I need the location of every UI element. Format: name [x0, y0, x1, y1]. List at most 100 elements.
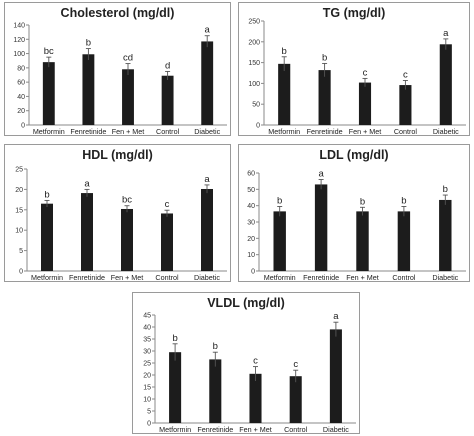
- bar: [397, 211, 411, 271]
- y-tick-label: 10: [15, 228, 23, 235]
- significance-label: b: [401, 195, 406, 206]
- bar: [161, 213, 173, 271]
- x-tick-label: Control: [392, 273, 416, 282]
- y-tick-label: 45: [143, 313, 151, 320]
- bar: [81, 193, 93, 271]
- y-tick-label: 10: [247, 252, 255, 259]
- significance-label: c: [293, 359, 298, 370]
- x-tick-label: Fen + Met: [346, 273, 379, 282]
- y-tick-label: 20: [17, 108, 25, 115]
- bar: [169, 352, 182, 423]
- bar: [209, 359, 222, 423]
- y-tick-label: 60: [17, 80, 25, 87]
- y-tick-label: 0: [256, 123, 260, 130]
- significance-label: b: [443, 184, 448, 195]
- significance-label: bc: [122, 195, 132, 206]
- significance-label: b: [277, 195, 282, 206]
- tg-bar-chart: 0 50 100 150 200 250 b Metformin b Fenretinide c Fe…: [248, 19, 466, 136]
- y-tick-label: 0: [21, 123, 25, 130]
- x-tick-label: Metformin: [264, 273, 296, 282]
- y-tick-label: 15: [143, 385, 151, 392]
- bar: [273, 211, 286, 271]
- bar: [201, 188, 213, 271]
- y-tick-label: 20: [15, 187, 23, 194]
- x-tick-label: Fenretinide: [303, 273, 339, 282]
- bar: [41, 203, 53, 271]
- y-tick-label: 0: [147, 421, 151, 428]
- bar: [121, 208, 133, 271]
- bar: [249, 373, 262, 423]
- x-tick-label: Diabetic: [323, 425, 349, 434]
- x-tick-label: Metformin: [33, 127, 65, 136]
- significance-label: a: [204, 174, 210, 185]
- x-tick-label: Metformin: [31, 273, 63, 282]
- y-tick-label: 35: [143, 337, 151, 344]
- y-tick-label: 0: [251, 269, 255, 276]
- x-tick-label: Fen + Met: [349, 127, 382, 136]
- x-tick-label: Metformin: [268, 127, 300, 136]
- y-tick-label: 30: [143, 349, 151, 356]
- y-tick-label: 120: [13, 37, 25, 44]
- x-tick-label: Diabetic: [432, 273, 458, 282]
- bar: [439, 44, 452, 125]
- y-tick-label: 30: [247, 220, 255, 227]
- significance-label: b: [44, 189, 49, 200]
- significance-label: b: [322, 52, 327, 63]
- bar: [289, 376, 302, 423]
- significance-label: b: [360, 196, 365, 207]
- significance-label: cd: [123, 53, 133, 64]
- y-tick-label: 100: [13, 51, 25, 58]
- y-tick-label: 20: [247, 236, 255, 243]
- bar: [82, 54, 95, 125]
- x-tick-label: Fenretinide: [307, 127, 343, 136]
- y-tick-label: 80: [17, 65, 25, 72]
- y-tick-label: 0: [19, 269, 23, 276]
- y-tick-label: 40: [247, 203, 255, 210]
- significance-label: a: [205, 25, 211, 36]
- x-tick-label: Diabetic: [194, 273, 220, 282]
- bar: [358, 82, 372, 125]
- hdl-bar-chart: 0 5 10 15 20 25 b Metformin a Fenretinide bc Fen + …: [15, 167, 227, 282]
- vldl-chart-panel: VLDL (mg/dl) 0 5 10 15 20 25 30 35 40 45 b Metformi…: [132, 292, 360, 434]
- y-tick-label: 100: [248, 81, 260, 88]
- bar: [161, 75, 174, 125]
- x-tick-label: Fenretinide: [69, 273, 105, 282]
- significance-label: a: [318, 169, 324, 180]
- bar: [42, 62, 55, 125]
- y-tick-label: 15: [15, 207, 23, 214]
- y-tick-label: 5: [147, 409, 151, 416]
- chart-title: HDL (mg/dl): [82, 148, 153, 162]
- y-tick-label: 200: [248, 39, 260, 46]
- significance-label: c: [363, 67, 368, 78]
- x-tick-label: Control: [394, 127, 418, 136]
- y-tick-label: 140: [13, 23, 25, 30]
- cholesterol-chart-panel: Cholesterol (mg/dl) 0 20 40 60 80 100 120 140 bc…: [4, 2, 231, 136]
- x-tick-label: Fen + Met: [111, 273, 144, 282]
- x-tick-label: Control: [155, 273, 179, 282]
- ldl-bar-chart: 0 10 20 30 40 50 60 b Metformin a Fenretinide b Fen …: [247, 169, 466, 282]
- x-tick-label: Metformin: [159, 425, 191, 434]
- significance-label: a: [84, 178, 90, 189]
- chart-title: LDL (mg/dl): [319, 148, 389, 162]
- chart-title: TG (mg/dl): [322, 6, 386, 20]
- significance-label: bc: [44, 46, 54, 57]
- significance-label: b: [86, 38, 91, 49]
- x-tick-label: Fen + Met: [239, 425, 272, 434]
- hdl-chart-panel: HDL (mg/dl) 0 5 10 15 20 25 b Metformin a Fenreti…: [4, 144, 231, 282]
- significance-label: a: [333, 311, 339, 322]
- y-tick-label: 25: [143, 361, 151, 368]
- bar: [318, 70, 331, 125]
- y-tick-label: 50: [252, 102, 260, 109]
- y-tick-label: 150: [248, 60, 260, 67]
- x-tick-label: Control: [156, 127, 180, 136]
- y-tick-label: 5: [19, 248, 23, 255]
- x-tick-label: Fen + Met: [112, 127, 145, 136]
- tg-chart-panel: TG (mg/dl) 0 50 100 150 200 250 b Metformin b Fen…: [238, 2, 470, 136]
- x-tick-label: Fenretinide: [70, 127, 106, 136]
- cholesterol-bar-chart: 0 20 40 60 80 100 120 140 bc Metformin b Fenretinid…: [13, 23, 227, 136]
- bar: [399, 85, 412, 125]
- bar: [439, 199, 452, 271]
- significance-label: a: [443, 28, 449, 39]
- y-tick-label: 250: [248, 19, 260, 26]
- bar: [201, 41, 214, 125]
